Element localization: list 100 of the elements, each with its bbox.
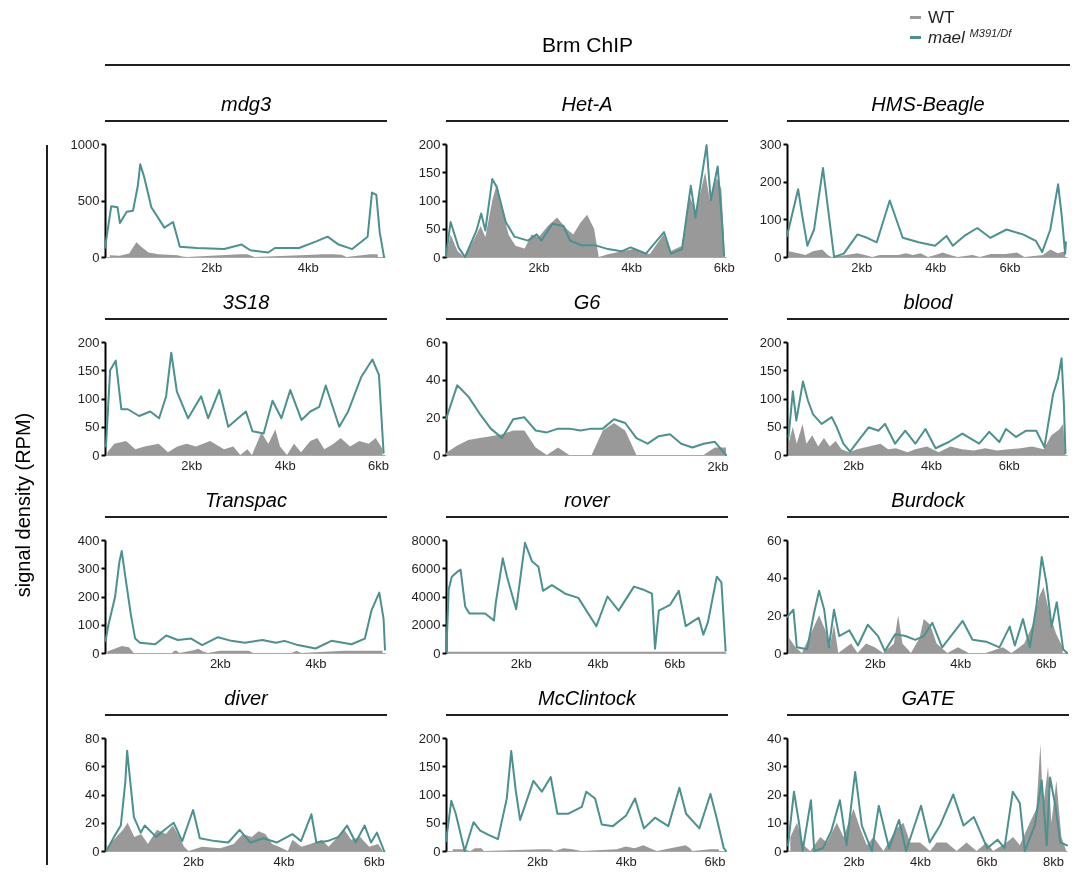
line-series (445, 750, 727, 852)
x-tick-label: 2kb (510, 655, 532, 671)
chart-title: 3S18 (105, 288, 387, 320)
chart-title: diver (105, 684, 387, 716)
y-tick-label: 50 (85, 419, 100, 435)
y-tick-label: 60 (767, 532, 782, 548)
chart-title: Transpac (105, 486, 387, 518)
legend-label: mael $^{M391/Df}$ (928, 26, 1014, 47)
x-tick-label: 6kb (664, 655, 686, 671)
y-tick-label: 0 (433, 447, 441, 463)
x-tick-label: 2kb (864, 655, 886, 671)
x-tick-label: 2kb (851, 259, 873, 275)
y-tick-label: 100 (77, 391, 100, 406)
y-tick-label: 8000 (411, 532, 441, 548)
line-series (104, 351, 385, 454)
y-tick-label: 50 (426, 815, 441, 831)
line-series (786, 167, 1067, 258)
chart-title: McClintock (446, 684, 728, 716)
y-tick-label: 100 (759, 211, 782, 227)
x-tick-label: 6kb (368, 457, 389, 473)
y-tick-label: 300 (77, 560, 100, 576)
y-tick-label: 200 (418, 730, 441, 746)
y-tick-label: 20 (85, 815, 100, 831)
y-tick-label: 200 (418, 136, 441, 152)
y-tick-label: 10 (767, 815, 782, 831)
y-tick-label: 0 (92, 645, 100, 661)
line-series (105, 749, 386, 852)
y-tick-label: 200 (77, 589, 100, 604)
y-tick-label: 400 (77, 532, 100, 548)
y-tick-label: 50 (426, 221, 441, 237)
x-tick-label: 6kb (363, 853, 385, 869)
y-tick-label: 4000 (411, 589, 441, 604)
y-tick-label: 150 (759, 362, 782, 378)
y-tick-label: 20 (426, 409, 441, 425)
y-tick-label: 500 (77, 193, 100, 208)
y-tick-label: 300 (759, 136, 782, 152)
y-tick-label: 150 (418, 164, 441, 180)
x-tick-label: 4kb (273, 853, 295, 869)
x-tick-label: 4kb (925, 259, 947, 275)
text: Brm ChIP (541, 33, 633, 56)
y-tick-label: 200 (759, 174, 782, 190)
x-tick-label: 2kb (201, 259, 223, 275)
chart-title: G6 (446, 288, 728, 320)
x-tick-label: 6kb (999, 259, 1021, 275)
x-tick-label: 4kb (920, 457, 942, 473)
x-tick-label: 4kb (950, 655, 972, 671)
x-tick-label: 8kb (1043, 853, 1065, 869)
line-series (445, 384, 727, 456)
chart-title: rover (446, 486, 728, 518)
x-tick-label: 6kb (704, 853, 726, 869)
chart-title: HMS-Beagle (787, 90, 1069, 122)
line-series (787, 357, 1067, 455)
y-tick-label: 0 (774, 249, 782, 265)
y-tick-label: 60 (426, 334, 441, 350)
x-tick-label: 2kb (528, 259, 550, 275)
y-tick-label: 0 (433, 249, 441, 265)
y-tick-label: 100 (418, 787, 441, 802)
line-series (786, 555, 1068, 654)
y-tick-label: 100 (77, 617, 100, 633)
chart-title: blood (787, 288, 1069, 320)
y-tick-label: 40 (767, 570, 782, 586)
x-tick-label: 2kb (843, 457, 865, 473)
y-tick-label: 0 (92, 447, 100, 463)
y-tick-label: 40 (426, 372, 441, 388)
y-tick-label: 150 (77, 362, 100, 378)
y-tick-label: 20 (767, 607, 782, 623)
y-tick-label: 0 (92, 249, 100, 265)
chart-title: GATE (787, 684, 1069, 716)
y-tick-label: 0 (92, 843, 100, 859)
chart-title: Het-A (446, 90, 728, 122)
y-tick-label: 40 (767, 730, 782, 746)
y-tick-label: 100 (418, 193, 441, 208)
y-tick-label: 6000 (411, 560, 441, 576)
legend-label: WT (928, 7, 955, 27)
x-tick-label: 2kb (183, 853, 205, 869)
line-series (445, 541, 727, 652)
y-tick-label: 0 (774, 843, 782, 859)
y-tick-label: 40 (85, 787, 100, 802)
x-tick-label: 4kb (615, 853, 637, 869)
y-tick-label: 60 (85, 758, 100, 774)
y-tick-label: 200 (759, 334, 782, 350)
x-tick-label: 4kb (305, 655, 327, 671)
x-tick-label: 4kb (297, 259, 319, 275)
x-tick-label: 6kb (976, 853, 998, 869)
x-tick-label: 6kb (713, 259, 735, 275)
y-tick-label: 0 (433, 843, 441, 859)
x-tick-label: 2kb (843, 853, 865, 869)
line-series (104, 163, 386, 258)
y-axis-title: signal density (RPM) (11, 412, 35, 598)
y-tick-label: 150 (418, 758, 441, 774)
x-tick-label: 2kb (209, 655, 231, 671)
y-tick-label: 200 (77, 334, 100, 350)
y-tick-label: 50 (767, 419, 782, 435)
y-tick-label: 0 (774, 447, 782, 463)
chart-title: Burdock (787, 486, 1069, 518)
y-tick-label: 0 (774, 645, 782, 661)
x-tick-label: 2kb (526, 853, 548, 869)
x-tick-label: 4kb (274, 457, 296, 473)
x-tick-label: 4kb (621, 259, 643, 275)
chart-title: mdg3 (105, 90, 387, 122)
